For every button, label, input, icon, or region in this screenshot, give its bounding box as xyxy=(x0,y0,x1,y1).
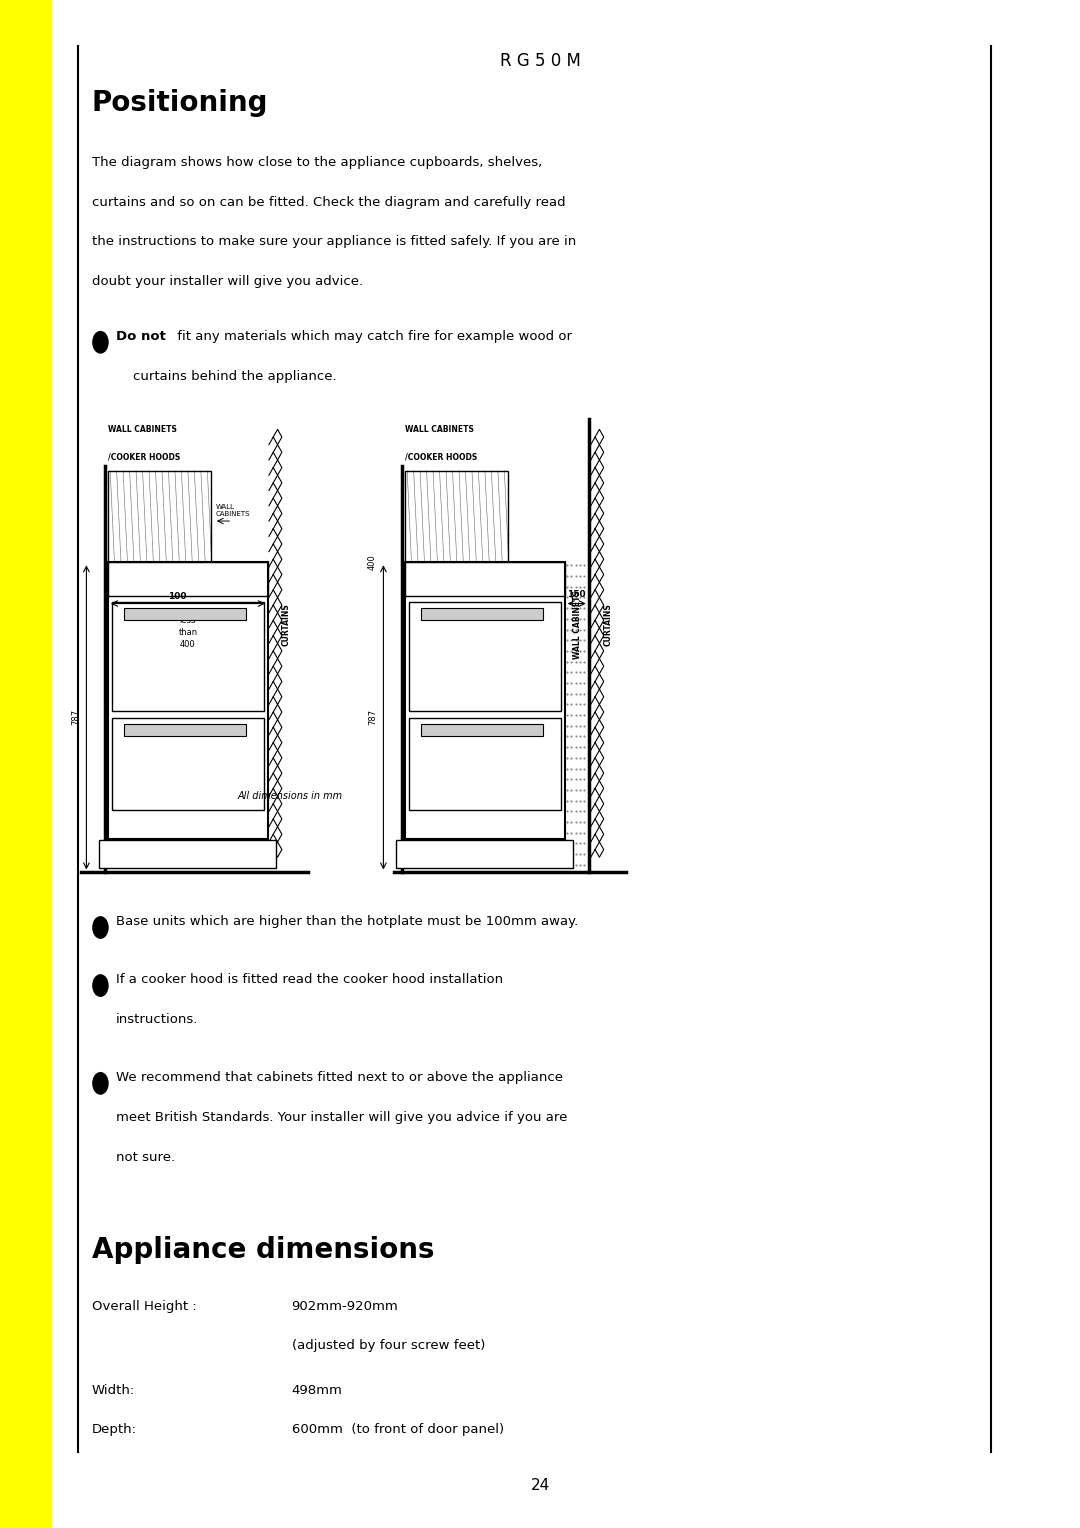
Text: 787: 787 xyxy=(368,709,377,726)
Text: not sure.: not sure. xyxy=(116,1151,175,1164)
Text: (adjusted by four screw feet): (adjusted by four screw feet) xyxy=(292,1339,485,1352)
Text: CURTAINS: CURTAINS xyxy=(282,604,291,645)
Text: All dimensions in mm: All dimensions in mm xyxy=(238,792,342,801)
Bar xyxy=(409,718,561,810)
Text: than: than xyxy=(178,628,198,637)
Text: Width:: Width: xyxy=(92,1384,135,1398)
Text: Overall Height :: Overall Height : xyxy=(92,1300,197,1314)
Text: 787: 787 xyxy=(71,709,80,726)
Bar xyxy=(108,562,268,839)
Text: If a cooker hood is fitted read the cooker hood installation: If a cooker hood is fitted read the cook… xyxy=(116,973,502,987)
Text: 100: 100 xyxy=(167,591,187,601)
Text: Depth:: Depth: xyxy=(92,1423,137,1436)
Text: Positioning: Positioning xyxy=(92,89,268,116)
Bar xyxy=(421,608,543,620)
Circle shape xyxy=(93,917,108,938)
Bar xyxy=(112,718,264,810)
Bar xyxy=(124,608,246,620)
Bar xyxy=(405,562,565,596)
Text: WALL CABINETS: WALL CABINETS xyxy=(573,590,582,659)
Bar xyxy=(409,602,561,711)
Text: WALL
CABINETS: WALL CABINETS xyxy=(216,504,251,516)
Circle shape xyxy=(93,975,108,996)
Text: doubt your installer will give you advice.: doubt your installer will give you advic… xyxy=(92,275,363,289)
Text: curtains behind the appliance.: curtains behind the appliance. xyxy=(116,370,336,384)
Text: 600mm  (to front of door panel): 600mm (to front of door panel) xyxy=(292,1423,503,1436)
Text: 498mm: 498mm xyxy=(292,1384,342,1398)
Bar xyxy=(99,840,276,868)
Bar xyxy=(396,840,573,868)
Circle shape xyxy=(93,332,108,353)
Text: curtains and so on can be fitted. Check the diagram and carefully read: curtains and so on can be fitted. Check … xyxy=(92,196,566,209)
Text: /COOKER HOODS: /COOKER HOODS xyxy=(108,452,180,461)
Text: The diagram shows how close to the appliance cupboards, shelves,: The diagram shows how close to the appli… xyxy=(92,156,542,170)
Text: Installation: Installation xyxy=(18,532,33,630)
Bar xyxy=(421,724,543,736)
Text: /COOKER HOODS: /COOKER HOODS xyxy=(405,452,477,461)
Text: WALL CABINETS: WALL CABINETS xyxy=(108,425,177,434)
Text: CURTAINS: CURTAINS xyxy=(604,604,612,645)
Bar xyxy=(108,471,211,562)
Text: instructions.: instructions. xyxy=(116,1013,198,1027)
Text: Base units which are higher than the hotplate must be 100mm away.: Base units which are higher than the hot… xyxy=(116,915,578,929)
Text: Appliance dimensions: Appliance dimensions xyxy=(92,1236,434,1264)
Text: the instructions to make sure your appliance is fitted safely. If you are in: the instructions to make sure your appli… xyxy=(92,235,576,249)
Circle shape xyxy=(93,1073,108,1094)
Text: less: less xyxy=(179,616,197,625)
Text: fit any materials which may catch fire for example wood or: fit any materials which may catch fire f… xyxy=(173,330,571,344)
Bar xyxy=(405,471,508,562)
Bar xyxy=(124,724,246,736)
Text: We recommend that cabinets fitted next to or above the appliance: We recommend that cabinets fitted next t… xyxy=(116,1071,563,1085)
Text: 400: 400 xyxy=(180,640,195,649)
Text: meet British Standards. Your installer will give you advice if you are: meet British Standards. Your installer w… xyxy=(116,1111,567,1125)
Text: R G 5 0 M: R G 5 0 M xyxy=(500,52,580,70)
Bar xyxy=(108,562,268,596)
Bar xyxy=(112,602,264,711)
Text: 902mm-920mm: 902mm-920mm xyxy=(292,1300,399,1314)
Text: WALL CABINETS: WALL CABINETS xyxy=(405,425,474,434)
Bar xyxy=(405,562,565,839)
Text: Do not: Do not xyxy=(116,330,165,344)
Text: 24: 24 xyxy=(530,1478,550,1493)
Text: 150: 150 xyxy=(567,590,586,599)
Text: 400: 400 xyxy=(368,555,377,570)
